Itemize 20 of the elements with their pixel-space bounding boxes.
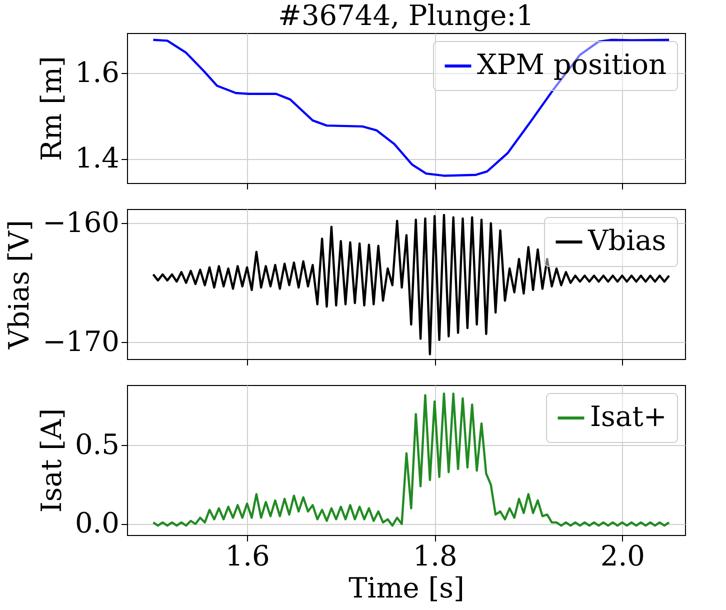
y-axis-title: Vbias [V] [2, 220, 36, 350]
x-tick-label: 1.8 [412, 540, 458, 572]
y-axis-title: Isat [A] [34, 408, 68, 513]
legend-label: Vbias [587, 224, 666, 257]
y-tick-label: −160 [42, 206, 120, 239]
x-tick-label: 2.0 [600, 540, 645, 572]
x-axis-title: Time [s] [348, 572, 464, 604]
line-series [152, 38, 670, 177]
legend-label: XPM position [477, 48, 667, 81]
x-tick-label: 1.6 [225, 540, 270, 572]
y-tick-label: 0.0 [74, 506, 120, 540]
legend-label: Isat+ [590, 400, 667, 433]
y-tick-label: 1.4 [74, 142, 120, 174]
chart-title: #36744, Plunge:1 [278, 0, 534, 32]
y-tick-label: 0.5 [74, 428, 120, 461]
line-series [152, 392, 670, 527]
y-tick-label: −170 [42, 324, 120, 358]
y-tick-label: 1.6 [74, 56, 120, 89]
y-axis-title: Rm [m] [34, 56, 68, 161]
line-series [152, 214, 670, 356]
